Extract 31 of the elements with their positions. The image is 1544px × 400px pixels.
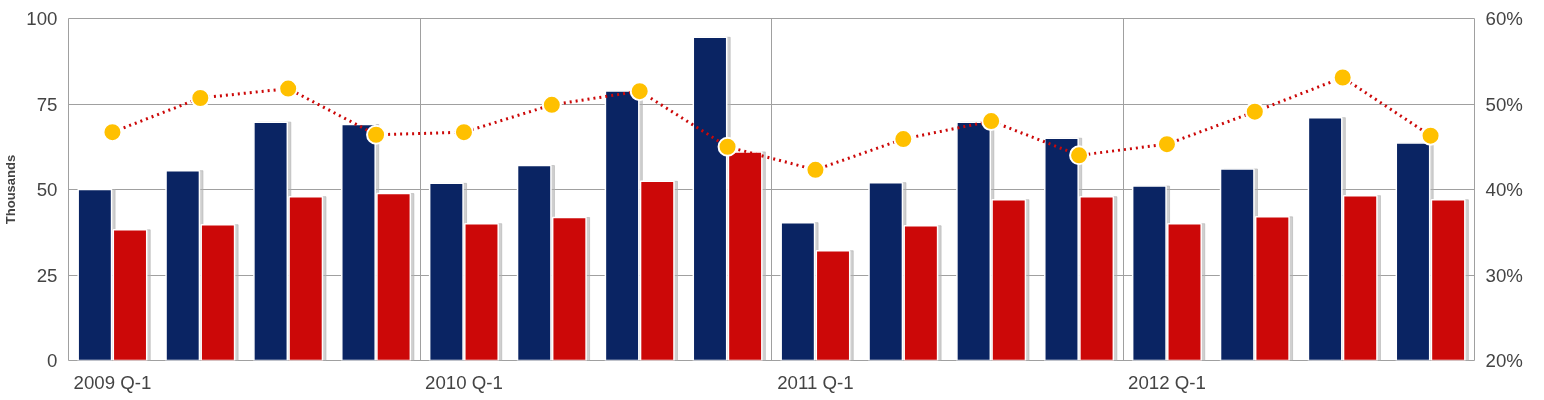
point <box>981 111 1002 132</box>
point <box>1156 134 1177 155</box>
point <box>541 94 562 115</box>
point <box>1069 145 1090 166</box>
y2-tick-label: 30% <box>1485 264 1523 286</box>
point <box>190 88 211 108</box>
point <box>1420 125 1441 146</box>
x-tick-label: 2010 Q-1 <box>425 371 503 393</box>
x-tick-label: 2011 Q-1 <box>777 371 854 393</box>
y-tick-label: 50 <box>36 179 58 200</box>
point <box>453 122 474 143</box>
point <box>278 78 299 99</box>
point <box>102 122 123 143</box>
y-tick-label: 100 <box>26 8 58 29</box>
x-tick-label: 2009 Q-1 <box>73 371 152 393</box>
y-tick-label: 0 <box>47 350 58 371</box>
point <box>805 159 826 180</box>
point <box>1244 101 1265 122</box>
y2-tick-label: 50% <box>1485 93 1523 115</box>
y2-tick-label: 20% <box>1485 350 1523 371</box>
point <box>893 129 914 150</box>
point <box>1332 67 1353 88</box>
point <box>366 124 387 145</box>
point <box>629 81 650 102</box>
point <box>717 136 738 157</box>
y-tick-label: 25 <box>36 264 58 286</box>
x-tick-label: 2012 Q-1 <box>1128 371 1206 393</box>
y-axis-title: Thousands <box>3 154 19 225</box>
y2-tick-label: 40% <box>1485 179 1523 200</box>
y-tick-label: 75 <box>36 93 58 115</box>
y2-tick-label: 60% <box>1485 8 1523 29</box>
